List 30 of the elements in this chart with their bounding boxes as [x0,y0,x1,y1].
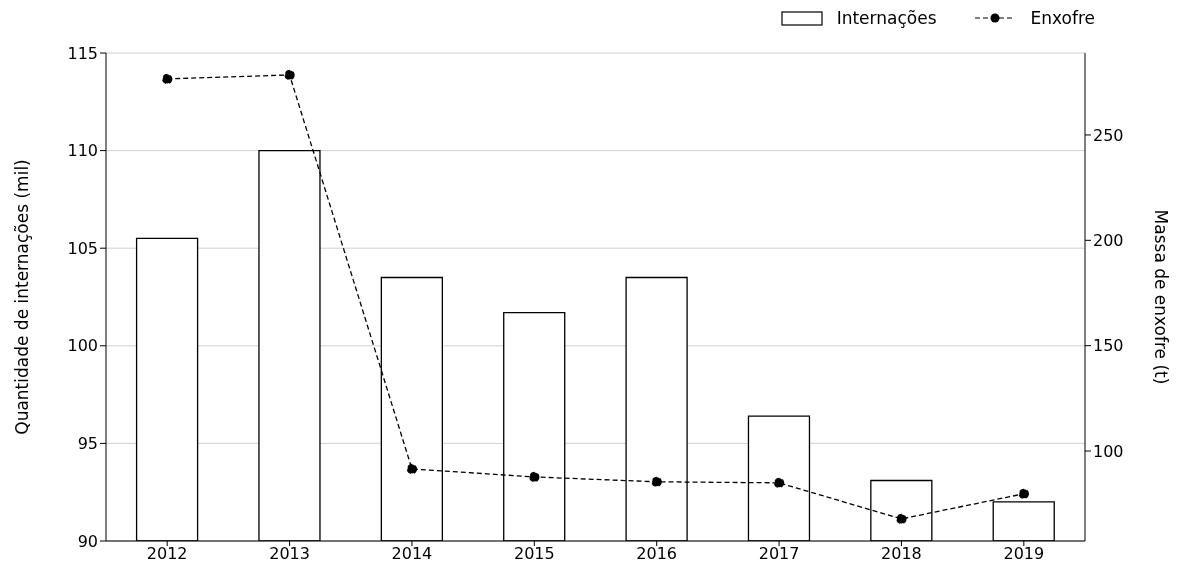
y2-tick-label: 250 [1093,125,1124,145]
y-tick-label: 115 [67,43,98,63]
y-tick-label: 100 [67,336,98,356]
y2-axis-title: Massa de enxofre (t) [1150,209,1171,385]
point [284,69,295,81]
x-tick-label: 2016 [636,544,678,564]
y-axis-title: Quantidade de internações (mil) [12,159,33,435]
point [406,463,418,475]
point [896,513,907,525]
point [773,477,785,488]
y2-tick-label: 150 [1093,336,1124,356]
x-tick-label: 2019 [1003,544,1045,564]
y-tick-label: 95 [77,434,98,454]
legend-label: Enxofre [1030,8,1095,28]
y-tick-label: 110 [67,141,98,161]
y2-tick-label: 200 [1093,231,1124,250]
y-tick-label: 105 [67,238,98,258]
point [162,73,173,85]
x-tick-label: 2017 [758,544,800,564]
point [651,476,662,487]
x-tick-label: 2013 [269,544,310,564]
point [1018,488,1029,499]
x-tick-label: 2014 [391,544,433,564]
x-tick-label: 2015 [513,544,555,564]
y2-tick-label: 100 [1093,441,1124,461]
legend-label: Internações [836,8,937,28]
point [529,471,540,483]
x-tick-label: 2018 [881,544,922,564]
x-tick-label: 2012 [146,544,188,564]
y-tick-label: 90 [77,531,98,551]
